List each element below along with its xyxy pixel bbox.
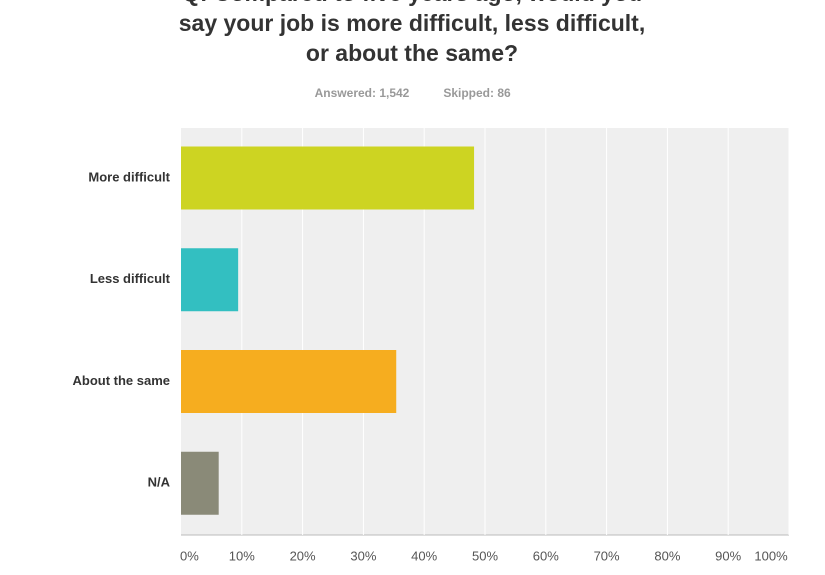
x-tick-label: 80%	[654, 548, 680, 563]
category-label: More difficult	[88, 169, 170, 184]
x-tick-label: 70%	[594, 548, 620, 563]
bar	[181, 146, 475, 210]
chart-title: say your job is more difficult, less dif…	[179, 10, 645, 36]
x-tick-label: 90%	[715, 548, 741, 563]
x-tick-label: 0%	[180, 548, 199, 563]
x-tick-label: 100%	[754, 548, 788, 563]
category-label: Less difficult	[90, 271, 171, 286]
x-tick-label: 20%	[290, 548, 316, 563]
skipped: Skipped: 86	[443, 86, 511, 100]
bar	[181, 350, 397, 413]
x-tick-label: 60%	[533, 548, 559, 563]
bar	[181, 451, 219, 515]
category-label: About the same	[72, 373, 170, 388]
x-tick-label: 50%	[472, 548, 498, 563]
bar	[181, 248, 239, 312]
chart-title: or about the same?	[306, 40, 518, 66]
x-tick-label: 40%	[411, 548, 437, 563]
chart-title: Q: Compared to five years ago, would you	[182, 0, 642, 6]
answered: Answered: 1,542	[315, 86, 410, 100]
x-tick-label: 30%	[350, 548, 376, 563]
x-tick-label: 10%	[229, 548, 255, 563]
category-label: N/A	[148, 475, 171, 490]
